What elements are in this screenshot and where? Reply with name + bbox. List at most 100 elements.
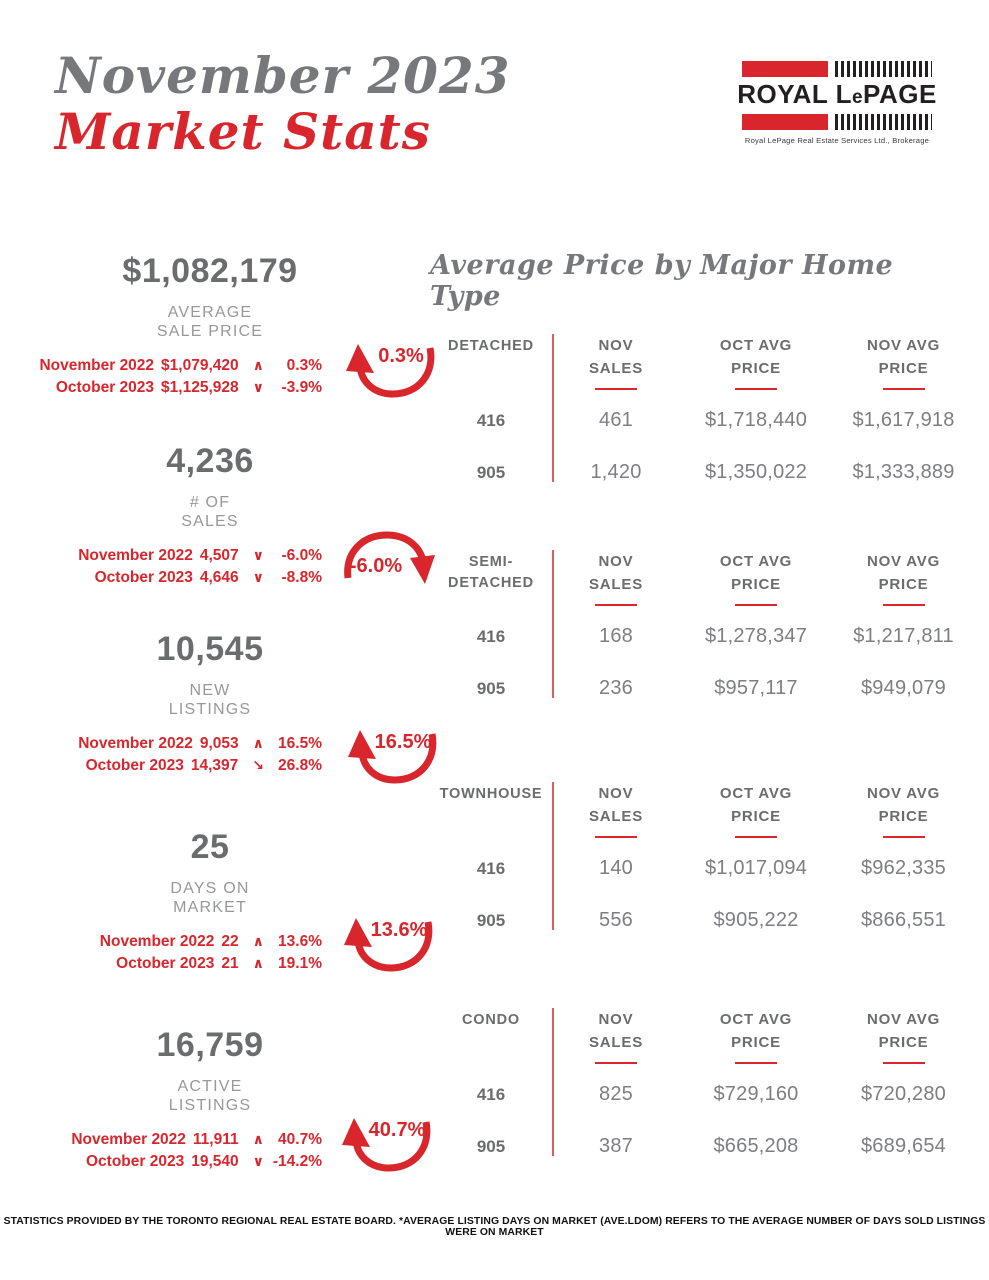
comparison-row: November 2022 4,507 ∨ -6.0% [78,547,322,565]
trend-badge-percent: 0.3% [378,345,424,367]
stat-label-line2: LISTINGS [168,1097,252,1115]
comparison-period: October 2023 [94,569,193,587]
page-title: November 2023 Market Stats [55,48,511,160]
logo-red-bar-icon [742,113,828,130]
table-category-line1: SEMI- [468,554,514,570]
comparison-period: October 2023 [85,757,184,775]
header-underline [595,603,637,606]
area-code-label: 416 [476,1084,506,1104]
area-code-label: 905 [476,1136,506,1156]
oct-avg-price-value: $729,160 [713,1083,799,1105]
nov-avg-price-value: $1,217,811 [853,625,954,647]
stat-label: ACTIVE LISTINGS [10,1077,410,1115]
column-header-oct-avg-price: OCT AVG PRICE [680,548,832,606]
table-category-line1: TOWNHOUSE [439,786,543,802]
comparison-period: November 2022 [99,933,215,951]
comparison-row: November 2022 $1,079,420 ∧ 0.3% [39,357,322,375]
oct-avg-price-value: $905,222 [713,909,799,931]
column-header-oct-avg-price: OCT AVG PRICE [680,332,832,390]
comparison-value: 19,540 [191,1153,239,1171]
trend-badge-percent: 13.6% [370,919,428,941]
header-underline [735,835,777,838]
column-header-nov-avg-price: NOV AVG PRICE [832,548,975,606]
up-chevron-icon: ∧ [252,358,264,375]
comparison-value: 9,053 [199,735,239,753]
area-code-label: 416 [476,626,506,646]
stat-label-line1: ACTIVE [177,1078,243,1095]
column-header-nov-sales: NOV SALES [552,780,680,838]
stat-number-of-sales: 4,236 # OF SALES November 2022 4,507 ∨ -… [10,442,410,587]
comparison-value: 4,646 [199,569,239,587]
logo-wordmark-part1: ROYAL L [737,79,852,109]
table-condo: CONDO NOV SALES OCT AVG PRICE NOV AVG PR… [430,1006,975,1168]
comparison-row: October 2023 4,646 ∨ -8.8% [95,569,322,587]
stat-label-line2: SALE PRICE [156,323,264,341]
comparison-value: 11,911 [192,1131,239,1149]
stat-comparison-rows: November 2022 4,507 ∨ -6.0% October 2023… [10,547,410,587]
nov-avg-price-value: $689,654 [860,1135,947,1157]
header-underline [595,1061,637,1064]
comparison-percent: 0.3% [286,357,322,375]
stat-value: 10,545 [156,630,264,668]
up-chevron-icon: ∧ [252,934,264,951]
stat-label-line1: DAYS ON [170,880,250,897]
oct-avg-price-value: $1,350,022 [704,461,808,483]
nov-sales-value: 556 [599,909,633,931]
stat-label: NEW LISTINGS [10,681,410,719]
stat-comparison-rows: November 2022 $1,079,420 ∧ 0.3% October … [10,357,410,397]
table-divider [552,782,554,930]
curved-arrow-up-icon [346,344,435,398]
header-underline [882,387,925,390]
trend-badge-number-of-sales: -6.0% [340,528,436,592]
table-category: CONDO [430,1006,552,1064]
nov-sales-value: 387 [599,1135,633,1157]
trend-badge-average-sale-price: 0.3% [342,338,438,402]
nov-sales-value: 168 [599,625,633,647]
stat-value: $1,082,179 [122,252,298,290]
stat-new-listings: 10,545 NEW LISTINGS November 2022 9,053 … [10,630,410,775]
nov-avg-price-value: $866,551 [860,909,947,931]
table-category: DETACHED [430,332,552,390]
header-underline [595,835,637,838]
table-divider [552,1008,554,1156]
up-chevron-icon: ∧ [252,1132,264,1149]
stat-label: # OF SALES [10,493,410,531]
area-code-label: 905 [476,678,506,698]
trend-badge-days-on-market: 13.6% [340,912,436,976]
down-chevron-icon: ∨ [252,1154,264,1171]
section-heading: Average Price by Major Home Type [430,250,894,312]
comparison-percent: 26.8% [278,757,322,775]
stat-label: DAYS ON MARKET [10,879,410,917]
comparison-percent: 40.7% [278,1131,322,1149]
curved-arrow-up-icon [344,918,433,972]
oct-avg-price-value: $1,278,347 [704,625,808,647]
nov-avg-price-value: $949,079 [860,677,947,699]
area-code-label: 905 [476,462,506,482]
nov-sales-value: 140 [599,857,633,879]
comparison-value: 4,507 [199,547,239,565]
comparison-row: November 2022 11,911 ∧ 40.7% [71,1131,322,1149]
logo-tagline: Royal LePage Real Estate Services Ltd., … [744,136,930,145]
column-header-nov-avg-price: NOV AVG PRICE [832,1006,975,1064]
down-chevron-icon: ∨ [252,570,264,587]
column-header-nov-avg-price: NOV AVG PRICE [832,332,975,390]
stat-value: 16,759 [156,1026,264,1064]
table-category: SEMI- DETACHED [430,548,552,606]
nov-avg-price-value: $1,617,918 [852,409,955,431]
comparison-percent: -8.8% [281,569,323,587]
comparison-period: October 2023 [116,955,215,973]
trend-badge-new-listings: 16.5% [344,724,440,788]
table-townhouse: TOWNHOUSE NOV SALES OCT AVG PRICE NOV AV… [430,780,975,942]
comparison-percent: 19.1% [278,955,322,973]
comparison-percent: -3.9% [281,379,323,397]
logo-stripe-bar-icon [835,60,932,77]
nov-sales-value: 825 [599,1083,633,1105]
oct-avg-price-value: $957,117 [714,677,798,699]
comparison-percent: -6.0% [281,547,323,565]
stat-average-sale-price: $1,082,179 AVERAGE SALE PRICE November 2… [10,252,410,397]
column-header-oct-avg-price: OCT AVG PRICE [680,780,832,838]
table-category-line2: DETACHED [448,575,534,592]
page-title-month: November 2023 [55,46,511,105]
oct-avg-price-value: $1,718,440 [704,409,808,431]
header-underline [735,387,777,390]
